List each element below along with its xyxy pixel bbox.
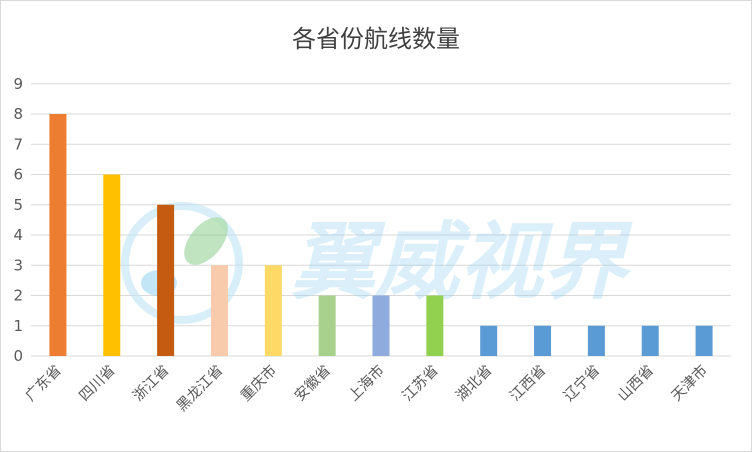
watermark-leaf [184, 217, 228, 265]
bar [534, 325, 552, 356]
y-tick-label: 2 [13, 287, 23, 305]
x-tick-label: 江西省 [507, 362, 550, 405]
chart-title: 各省份航线数量 [292, 25, 460, 53]
bar [318, 295, 336, 356]
bar [695, 325, 713, 356]
bar [426, 295, 444, 356]
watermark: 翼威视界 [121, 202, 633, 324]
bar [157, 204, 175, 356]
x-tick-label: 上海市 [345, 362, 388, 405]
bar [210, 265, 228, 356]
x-tick-label: 湖北省 [453, 362, 496, 405]
x-axis-ticks: 广东省 四川省 浙江省 黑龙江省 重庆市 安徽省 上海市 江苏省 湖北省 江西省 辽宁省 山西省 天津市 [22, 362, 711, 415]
x-tick-label: 黑龙江省 [173, 362, 226, 415]
x-tick-label: 江苏省 [399, 362, 442, 405]
bar [641, 325, 659, 356]
x-tick-label: 重庆市 [237, 362, 280, 405]
x-tick-label: 天津市 [668, 362, 711, 405]
watermark-ring [121, 202, 243, 324]
x-tick-label: 浙江省 [130, 362, 173, 405]
watermark-text: 翼威视界 [291, 213, 633, 311]
bars [49, 114, 713, 356]
y-axis-ticks: 0 1 2 3 4 5 6 7 8 9 [13, 75, 23, 365]
x-tick-label: 辽宁省 [560, 362, 603, 405]
y-tick-label: 1 [13, 317, 23, 335]
y-tick-label: 7 [13, 135, 23, 153]
bar [264, 265, 282, 356]
y-tick-label: 5 [13, 196, 23, 214]
x-tick-label: 安徽省 [291, 362, 334, 405]
bar [49, 114, 67, 356]
x-tick-label: 广东省 [22, 362, 65, 405]
y-tick-label: 0 [13, 347, 23, 365]
x-tick-label: 四川省 [76, 362, 119, 405]
bar [480, 325, 498, 356]
y-tick-label: 6 [13, 166, 23, 184]
y-tick-label: 3 [13, 256, 23, 274]
bar [372, 295, 390, 356]
y-tick-label: 8 [13, 105, 23, 123]
bar [103, 174, 121, 356]
bar [587, 325, 605, 356]
y-tick-label: 9 [13, 75, 23, 93]
x-tick-label: 山西省 [614, 362, 657, 405]
y-tick-label: 4 [13, 226, 23, 244]
